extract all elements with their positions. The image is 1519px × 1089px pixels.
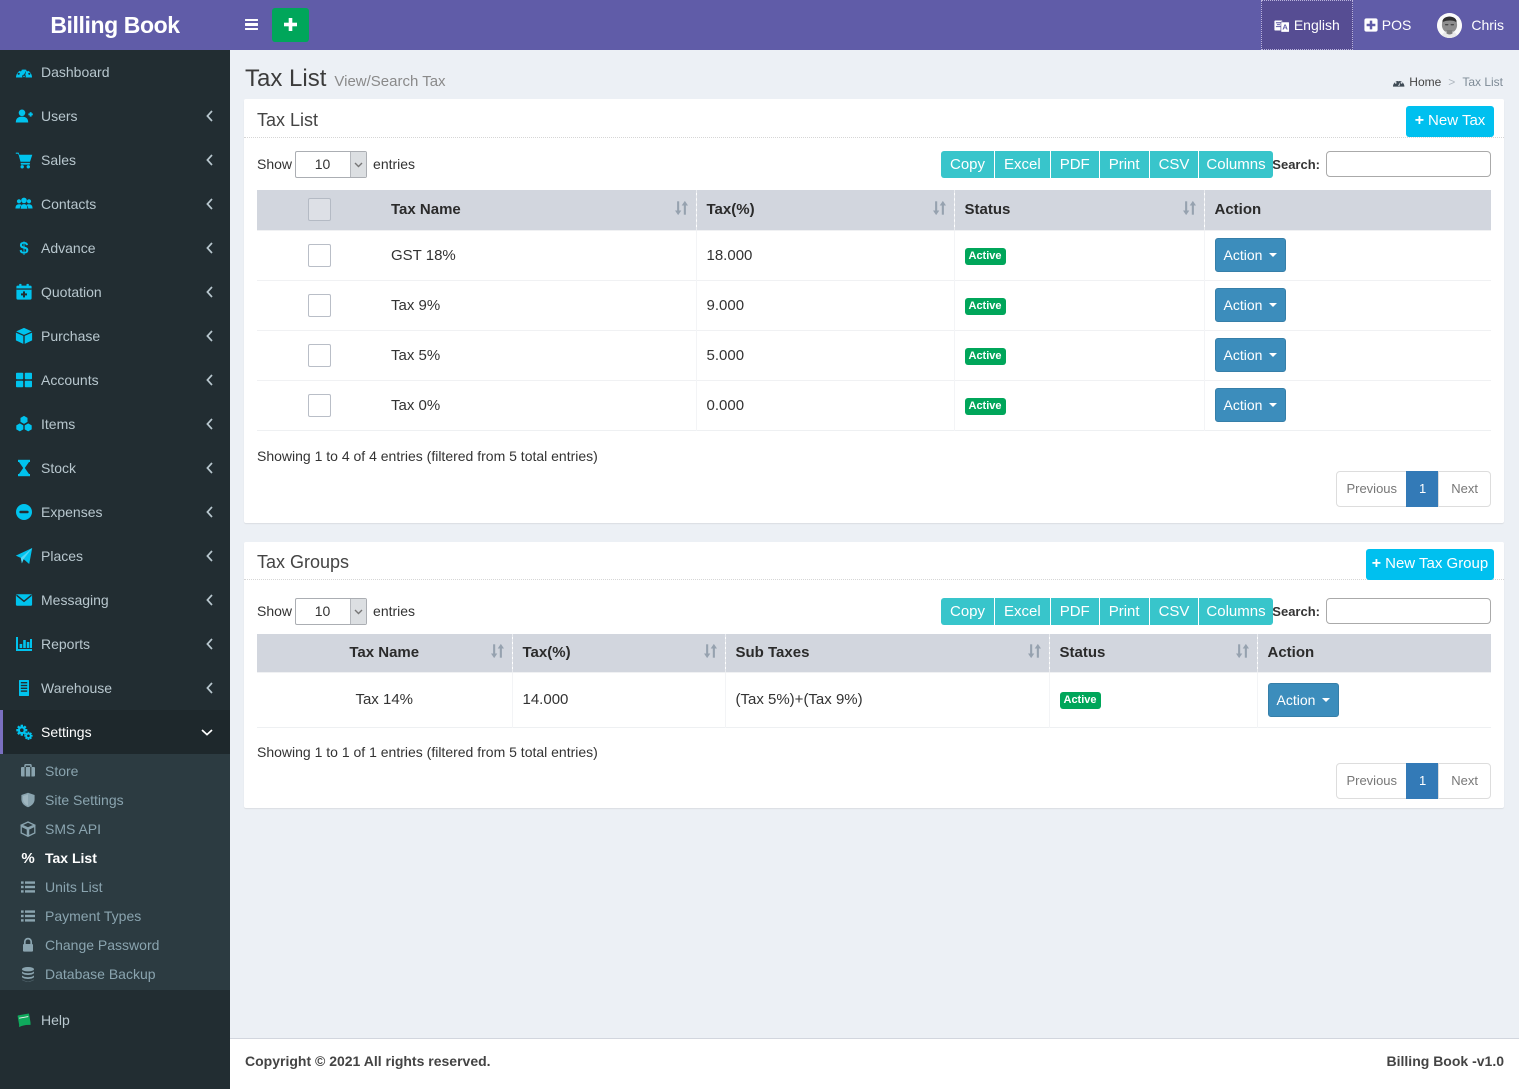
svg-text:A: A (1282, 22, 1288, 31)
svg-text:%: % (21, 850, 34, 866)
svg-text:$: $ (19, 240, 28, 258)
